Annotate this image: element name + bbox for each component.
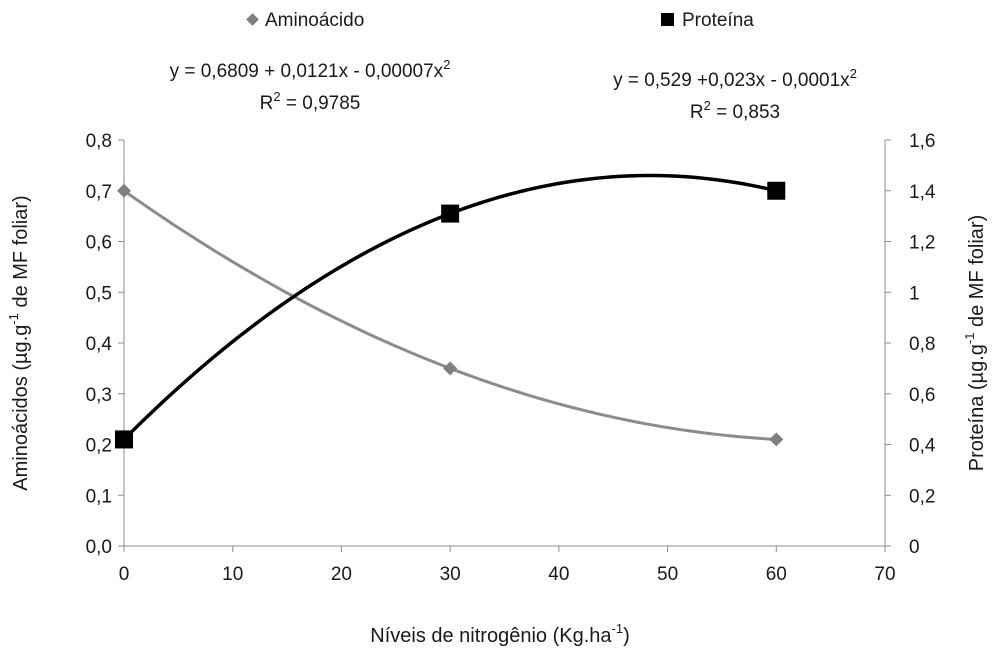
x-tick-label: 30 xyxy=(440,564,461,585)
legend-marker-proteina xyxy=(661,13,674,26)
y-right-tick-label: 0,4 xyxy=(909,436,936,457)
y-right-tick-label: 1,4 xyxy=(909,182,936,203)
y-axis-left-title: Aminoácidos (µg.g-1 de MF foliar) xyxy=(6,195,32,490)
x-tick-label: 40 xyxy=(548,564,569,585)
y-left-tick-label: 0,0 xyxy=(86,537,112,558)
y-left-tick-label: 0,3 xyxy=(86,385,112,406)
point-aminoacido xyxy=(117,183,131,198)
y-right-tick-label: 1,2 xyxy=(909,233,935,254)
y-left-tick-label: 0,8 xyxy=(86,131,112,152)
y-right-tick-label: 1 xyxy=(909,283,920,304)
point-proteina xyxy=(441,204,460,223)
y-right-tick-label: 0,8 xyxy=(909,334,935,355)
equation-aminoacido-r2: R2 = 0,9785 xyxy=(260,89,361,114)
point-aminoacido xyxy=(443,361,458,376)
legend: Aminoácido Proteína xyxy=(246,10,754,31)
y-left-tick-label: 0,6 xyxy=(86,233,112,254)
x-tick-label: 70 xyxy=(874,564,895,585)
equation-aminoacido-formula: y = 0,6809 + 0,0121x - 0,00007x2 xyxy=(170,57,451,82)
y-axis-left-ticks: 0,0 0,1 0,2 0,3 0,4 0,5 0,6 0,7 0,8 xyxy=(86,131,124,558)
y-right-tick-label: 0,2 xyxy=(909,486,935,507)
point-proteina xyxy=(115,430,133,449)
x-tick-label: 0 xyxy=(119,564,130,585)
series-layer xyxy=(115,173,786,449)
equation-aminoacido: y = 0,6809 + 0,0121x - 0,00007x2 R2 = 0,… xyxy=(170,57,451,114)
y-left-tick-label: 0,5 xyxy=(86,283,112,304)
x-tick-label: 50 xyxy=(657,564,678,585)
trendline-aminoacido xyxy=(123,189,777,441)
x-tick-label: 10 xyxy=(222,564,243,585)
axes xyxy=(123,140,886,547)
legend-marker-aminoacido xyxy=(246,13,259,26)
y-left-tick-label: 0,7 xyxy=(86,182,112,203)
equation-proteina-formula: y = 0,529 +0,023x - 0,0001x2 xyxy=(613,66,857,91)
y-left-tick-label: 0,4 xyxy=(86,334,113,355)
y-right-tick-label: 1,6 xyxy=(909,131,935,152)
y-right-tick-label: 0 xyxy=(909,537,920,558)
equation-proteina-r2: R2 = 0,853 xyxy=(690,98,780,123)
x-tick-label: 60 xyxy=(766,564,787,585)
y-left-tick-label: 0,1 xyxy=(86,486,112,507)
y-left-tick-label: 0,2 xyxy=(86,436,112,457)
y-right-tick-label: 0,6 xyxy=(909,385,935,406)
legend-label-proteina: Proteína xyxy=(682,10,754,31)
equation-proteina: y = 0,529 +0,023x - 0,0001x2 R2 = 0,853 xyxy=(613,66,857,123)
point-aminoacido xyxy=(769,432,784,447)
y-axis-right-ticks: 0 0,2 0,4 0,6 0,8 1 1,2 1,4 1,6 xyxy=(885,131,936,558)
x-tick-label: 20 xyxy=(331,564,352,585)
y-axis-right-title: Proteína (µg.g-1 de MF foliar) xyxy=(962,215,988,472)
point-proteina xyxy=(767,181,786,200)
x-axis-ticks: 0 10 20 30 40 50 60 70 xyxy=(119,546,896,585)
x-axis-title: Níveis de nitrogênio (Kg.ha-1) xyxy=(370,621,629,647)
legend-label-aminoacido: Aminoácido xyxy=(265,10,364,31)
